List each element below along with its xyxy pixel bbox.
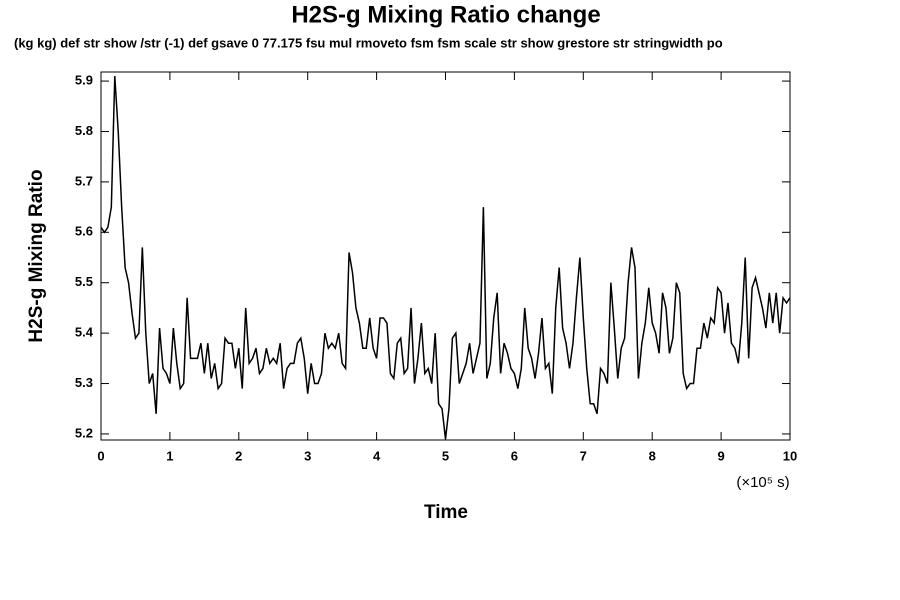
x-tick-label: 0 xyxy=(97,448,104,463)
x-axis-unit: (×10⁵ s) xyxy=(736,474,789,491)
chart-title: H2S-g Mixing Ratio change xyxy=(291,1,600,28)
y-tick-label: 5.5 xyxy=(75,274,93,289)
data-line xyxy=(100,75,791,440)
y-tick-label: 5.4 xyxy=(75,325,94,340)
y-tick-label: 5.6 xyxy=(75,224,93,239)
y-tick-label: 5.2 xyxy=(75,425,93,440)
y-axis-label: H2S-g Mixing Ratio xyxy=(26,169,47,342)
y-tick-label: 5.7 xyxy=(75,173,93,188)
x-tick-label: 2 xyxy=(235,448,242,463)
x-tick-label: 3 xyxy=(304,448,311,463)
x-tick-label: 9 xyxy=(717,448,724,463)
x-tick-label: 7 xyxy=(580,448,587,463)
y-tick-label: 5.9 xyxy=(75,73,93,88)
x-tick-label: 5 xyxy=(442,448,449,463)
x-tick-label: 8 xyxy=(649,448,656,463)
x-axis-label: Time xyxy=(424,502,468,523)
chart-subtitle: (kg kg) def str show /str (-1) def gsave… xyxy=(14,35,723,50)
x-tick-label: 6 xyxy=(511,448,518,463)
y-tick-label: 5.8 xyxy=(75,123,93,138)
x-tick-label: 4 xyxy=(373,448,381,463)
x-tick-label: 1 xyxy=(166,448,173,463)
y-tick-label: 5.3 xyxy=(75,375,93,390)
x-tick-label: 10 xyxy=(783,448,797,463)
plot-frame xyxy=(100,71,791,441)
